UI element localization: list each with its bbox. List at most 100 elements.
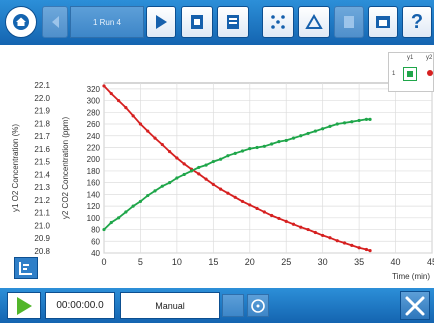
document-icon	[227, 15, 239, 29]
x-axis-label: Time (min)	[392, 272, 430, 281]
save-button[interactable]	[217, 6, 249, 38]
data-point	[138, 122, 143, 126]
legend-col-y1: y1	[407, 55, 414, 61]
data-point	[299, 225, 303, 229]
run-selector[interactable]: 1 Run 4	[70, 6, 144, 38]
data-point	[342, 121, 347, 125]
data-point	[138, 199, 143, 204]
y2-tick-label: 120	[87, 202, 101, 211]
x-tick-label: 15	[208, 257, 218, 267]
y1-tick-label: 21.9	[34, 107, 50, 116]
data-point	[284, 138, 288, 143]
x-tick-label: 10	[172, 257, 182, 267]
data-point	[233, 151, 237, 155]
data-point	[204, 163, 208, 167]
legend-y1-swatch[interactable]	[403, 67, 417, 81]
data-point	[248, 203, 252, 207]
data-point	[255, 206, 259, 211]
y1-tick-label: 20.8	[34, 247, 50, 256]
y2-tick-label: 220	[87, 143, 101, 152]
y2-tick-label: 320	[87, 85, 101, 94]
new-file-button[interactable]	[181, 6, 213, 38]
tools-button[interactable]	[400, 291, 430, 320]
data-point	[291, 136, 296, 140]
y2-tick-label: 240	[87, 132, 101, 141]
x-tick-label: 20	[245, 257, 255, 267]
data-point	[321, 233, 325, 238]
curve-fit-button[interactable]	[298, 6, 330, 38]
wrench-screwdriver-icon	[405, 296, 425, 315]
data-point	[175, 156, 179, 160]
data-point	[306, 131, 310, 136]
data-point	[364, 117, 368, 121]
data-point	[160, 142, 164, 147]
disabled-tool-button[interactable]	[334, 6, 364, 38]
data-point	[226, 154, 230, 158]
data-point	[255, 145, 259, 150]
data-point	[335, 239, 339, 243]
y2-tick-label: 100	[87, 214, 101, 223]
data-point	[131, 114, 135, 118]
x-tick-label: 45	[427, 257, 434, 267]
data-point	[116, 216, 121, 220]
y1-tick-label: 20.9	[34, 234, 50, 243]
y1-tick-label: 22.1	[34, 81, 50, 90]
data-point	[368, 117, 372, 121]
x-tick-label: 40	[391, 257, 401, 267]
start-collection-button[interactable]	[7, 292, 41, 319]
top-toolbar: 1 Run 4 ?	[0, 0, 434, 45]
y1-axis-label: y1 O2 Concentration (%)	[11, 124, 20, 212]
help-button[interactable]: ?	[402, 6, 432, 38]
scatter-icon	[271, 15, 285, 29]
y2-tick-label: 60	[91, 237, 100, 246]
keep-button[interactable]	[222, 294, 244, 317]
y2-tick-label: 180	[87, 167, 101, 176]
legend-y2-marker[interactable]	[427, 70, 433, 76]
data-point	[182, 172, 186, 177]
y2-tick-label: 160	[87, 179, 101, 188]
data-point	[146, 129, 150, 133]
data-point	[189, 169, 194, 173]
home-icon	[13, 14, 29, 30]
data-point	[291, 222, 296, 226]
data-point	[168, 181, 172, 185]
home-button[interactable]	[5, 6, 37, 38]
collection-mode-field[interactable]: Manual	[120, 292, 220, 319]
data-point	[357, 118, 361, 123]
data-points-button[interactable]	[262, 6, 294, 38]
data-point	[153, 136, 157, 140]
legend-row-label: 1	[392, 71, 396, 77]
graph-options-button[interactable]	[14, 257, 38, 279]
data-point	[240, 199, 245, 204]
data-point	[313, 230, 317, 235]
bottom-toolbar: 00:00:00.0 Manual	[0, 288, 434, 323]
data-point	[182, 162, 186, 166]
y2-tick-label: 260	[87, 120, 101, 129]
data-point	[321, 127, 325, 131]
graph-tool-icon	[305, 14, 323, 29]
page-icon	[344, 16, 354, 28]
data-point	[168, 149, 172, 154]
y2-tick-label: 40	[91, 249, 100, 258]
data-point	[277, 140, 281, 144]
data-point	[102, 227, 106, 232]
y1-tick-label: 21.3	[34, 183, 50, 192]
collection-settings-button[interactable]	[247, 294, 269, 317]
data-point	[270, 213, 274, 218]
data-point	[350, 243, 354, 247]
data-point	[306, 227, 310, 232]
x-tick-label: 25	[281, 257, 291, 267]
data-point	[368, 249, 372, 253]
y1-tick-label: 21.1	[34, 209, 50, 218]
y1-tick-label: 21.8	[34, 119, 50, 128]
y1-tick-label: 21.5	[34, 158, 50, 167]
circle-clock-icon	[251, 298, 265, 313]
data-point	[197, 165, 201, 170]
y1-tick-label: 21.0	[34, 221, 50, 230]
play-button[interactable]	[146, 6, 176, 38]
elapsed-time: 00:00:00.0	[45, 292, 115, 319]
data-point	[116, 98, 121, 103]
data-point	[357, 246, 361, 250]
display-button[interactable]	[368, 6, 398, 38]
previous-run-button[interactable]	[42, 6, 68, 38]
